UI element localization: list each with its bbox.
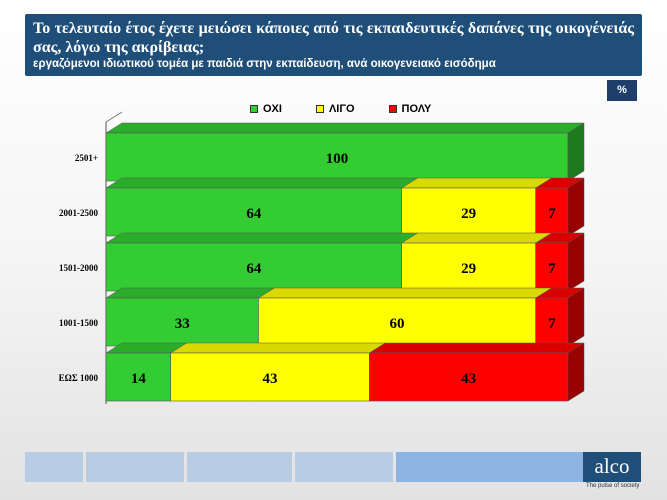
axis-depth-line xyxy=(105,111,123,123)
data-label: 100 xyxy=(326,151,349,167)
category-label: 2501+ xyxy=(75,153,98,163)
footer-segment xyxy=(396,452,585,482)
data-label: 60 xyxy=(390,316,405,332)
bar-top-face xyxy=(368,342,585,354)
data-label: 64 xyxy=(246,206,262,222)
page-title: Το τελευταίο έτος έχετε μειώσει κάποιες … xyxy=(33,20,634,56)
legend-swatch xyxy=(388,105,397,113)
category-label: 1001-1500 xyxy=(59,318,98,328)
data-label: 29 xyxy=(461,261,476,277)
footer-segment xyxy=(187,452,292,482)
data-label: 43 xyxy=(461,371,476,387)
category-label: 2001-2500 xyxy=(59,208,98,218)
bar-segment xyxy=(401,187,536,237)
bar-segment xyxy=(170,352,370,402)
bar-segment xyxy=(258,297,536,347)
footer-segment xyxy=(86,452,184,482)
bar-segment xyxy=(535,297,569,347)
data-label: 64 xyxy=(246,261,262,277)
data-label: 29 xyxy=(461,206,476,222)
legend-item-1: ΛΙΓΟ xyxy=(315,102,355,116)
bar-top-face xyxy=(105,287,276,299)
bar-top-face xyxy=(105,122,585,134)
bar-top-face xyxy=(400,177,553,189)
legend-swatch xyxy=(250,105,258,113)
bar-segment xyxy=(105,352,171,402)
bar-side-face xyxy=(567,122,585,182)
stacked-bar-chart: 2501+ 100 2001-2500 64 29 7 1501-2000 64 29 7 1001… xyxy=(59,111,585,404)
category-label: ΕΩΣ 1000 xyxy=(59,373,99,383)
header-banner: Το τελευταίο έτος έχετε μειώσει κάποιες … xyxy=(25,14,642,76)
bar-segment xyxy=(401,242,536,292)
data-label: 14 xyxy=(131,371,147,387)
data-label: 7 xyxy=(548,261,556,277)
bar-top-face xyxy=(105,232,419,244)
logo-tagline: The pulse of society xyxy=(586,483,640,489)
bar-top-face xyxy=(257,287,553,299)
bar-top-face xyxy=(169,342,387,354)
footer-segment xyxy=(25,452,83,482)
bar-segment xyxy=(535,242,569,292)
legend-swatch xyxy=(315,105,324,113)
data-label: 7 xyxy=(548,316,556,332)
bar-side-face xyxy=(567,342,585,402)
legend-item-2: ΠΟΛΥ xyxy=(388,102,432,116)
page-subtitle: εργαζόμενοι ιδιωτικού τομέα με παιδιά στ… xyxy=(33,58,496,70)
data-label: 33 xyxy=(175,316,190,332)
footer-segment xyxy=(295,452,393,482)
legend-label: ΟΧΙ xyxy=(263,103,282,115)
bar-side-face xyxy=(567,287,585,347)
unit-badge: % xyxy=(607,80,637,101)
footer-bar xyxy=(25,452,585,482)
bar-segment xyxy=(105,242,402,292)
alco-logo: alco xyxy=(583,452,641,482)
bar-top-face xyxy=(400,232,553,244)
category-label: 1501-2000 xyxy=(59,263,98,273)
legend-item-0: ΟΧΙ xyxy=(250,102,282,116)
bar-top-face xyxy=(105,177,419,189)
data-label: 43 xyxy=(263,371,278,387)
bar-side-face xyxy=(567,232,585,292)
data-label: 7 xyxy=(548,206,556,222)
chart-legend: ΟΧΙ ΛΙΓΟ ΠΟΛΥ xyxy=(250,102,465,116)
legend-label: ΠΟΛΥ xyxy=(401,103,432,115)
bar-side-face xyxy=(567,177,585,237)
legend-label: ΛΙΓΟ xyxy=(328,103,355,115)
bar-segment xyxy=(369,352,569,402)
